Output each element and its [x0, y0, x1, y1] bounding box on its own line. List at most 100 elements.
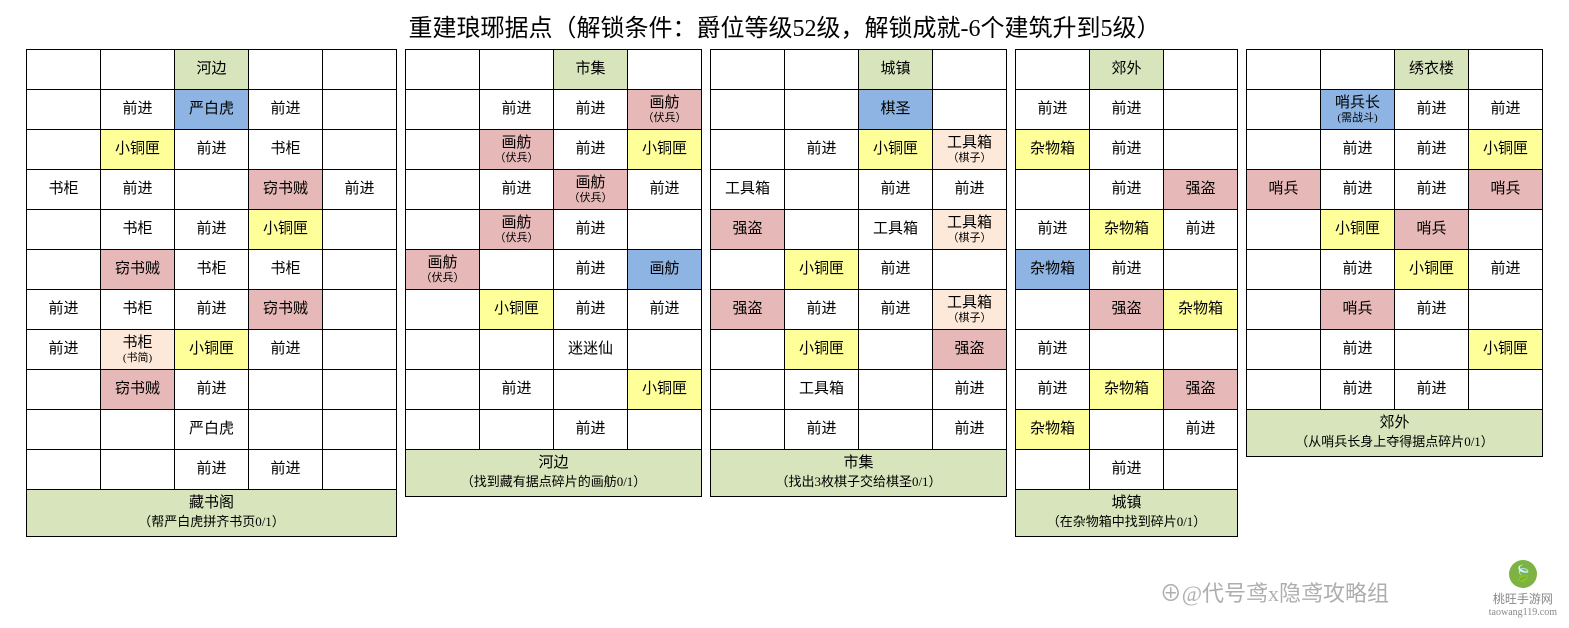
cell: 杂物箱	[1090, 210, 1164, 250]
cell: 前进	[323, 170, 397, 210]
cell	[1090, 330, 1164, 370]
cell: 画舫（伏兵）	[406, 250, 480, 290]
cell: 严白虎	[175, 410, 249, 450]
site-name: 桃旺手游网	[1489, 590, 1557, 607]
cell	[711, 330, 785, 370]
cell: 前进	[1090, 130, 1164, 170]
cell	[628, 410, 702, 450]
cell	[711, 130, 785, 170]
cell	[1247, 250, 1321, 290]
cell: 前进	[554, 210, 628, 250]
cell	[1469, 210, 1543, 250]
cell	[323, 250, 397, 290]
cell: 书柜	[249, 250, 323, 290]
cell: 前进	[933, 170, 1007, 210]
cell	[101, 50, 175, 90]
board-河边: 市集前进前进画舫（伏兵）画舫（伏兵）前进小铜匣前进画舫（伏兵）前进画舫（伏兵）前…	[405, 49, 702, 497]
cell: 前进	[249, 330, 323, 370]
cell: 前进	[1395, 130, 1469, 170]
grid: 市集前进前进画舫（伏兵）画舫（伏兵）前进小铜匣前进画舫（伏兵）前进画舫（伏兵）前…	[405, 49, 702, 450]
cell	[1164, 90, 1238, 130]
cell: 前进	[554, 90, 628, 130]
cell	[323, 370, 397, 410]
cell: 前进	[175, 210, 249, 250]
cell: 前进	[628, 170, 702, 210]
cell	[406, 290, 480, 330]
cell: 强盗	[933, 330, 1007, 370]
cell	[249, 50, 323, 90]
cell: 绣衣楼	[1395, 50, 1469, 90]
board-市集: 城镇棋圣前进小铜匣工具箱（棋子）工具箱前进前进强盗工具箱工具箱（棋子）小铜匣前进…	[710, 49, 1007, 497]
cell: 杂物箱	[1016, 250, 1090, 290]
cell: 画舫	[628, 250, 702, 290]
cell: 小铜匣	[859, 130, 933, 170]
cell: 前进	[859, 250, 933, 290]
cell: 哨兵	[1395, 210, 1469, 250]
cell	[1016, 290, 1090, 330]
cell: 严白虎	[175, 90, 249, 130]
cell	[711, 370, 785, 410]
cell: 强盗	[711, 210, 785, 250]
cell	[1164, 250, 1238, 290]
cell: 工具箱	[785, 370, 859, 410]
cell: 强盗	[1164, 370, 1238, 410]
cell	[406, 370, 480, 410]
cell	[785, 90, 859, 130]
cell-subtext: (书简)	[101, 352, 174, 364]
cell: 小铜匣	[249, 210, 323, 250]
cell	[27, 250, 101, 290]
cell: 前进	[1395, 90, 1469, 130]
cell: 前进	[1016, 370, 1090, 410]
cell	[628, 210, 702, 250]
cell: 小铜匣	[1469, 130, 1543, 170]
cell	[785, 50, 859, 90]
board-藏书阁: 河边前进严白虎前进小铜匣前进书柜书柜前进窃书贼前进书柜前进小铜匣窃书贼书柜书柜前…	[26, 49, 397, 537]
cell-subtext: (需战斗)	[1321, 112, 1394, 124]
board-footer: 市集（找出3枚棋子交给棋圣0/1）	[710, 450, 1007, 497]
cell-subtext: （伏兵）	[480, 152, 553, 164]
cell: 强盗	[711, 290, 785, 330]
cell: 前进	[933, 410, 1007, 450]
cell: 哨兵	[1469, 170, 1543, 210]
cell	[1247, 50, 1321, 90]
cell	[406, 170, 480, 210]
cell: 小铜匣	[1321, 210, 1395, 250]
grid: 城镇棋圣前进小铜匣工具箱（棋子）工具箱前进前进强盗工具箱工具箱（棋子）小铜匣前进…	[710, 49, 1007, 450]
page-title: 重建琅琊据点（解锁条件：爵位等级52级，解锁成就-6个建筑升到5级）	[8, 8, 1561, 43]
cell	[711, 250, 785, 290]
cell: 前进	[1321, 170, 1395, 210]
cell	[249, 370, 323, 410]
grid: 河边前进严白虎前进小铜匣前进书柜书柜前进窃书贼前进书柜前进小铜匣窃书贼书柜书柜前…	[26, 49, 397, 490]
cell: 郊外	[1090, 50, 1164, 90]
cell: 前进	[1321, 250, 1395, 290]
cell-subtext: （棋子）	[933, 312, 1006, 324]
cell: 前进	[1090, 250, 1164, 290]
cell: 小铜匣	[1395, 250, 1469, 290]
cell	[711, 410, 785, 450]
cell	[406, 90, 480, 130]
cell: 小铜匣	[1469, 330, 1543, 370]
cell: 工具箱	[859, 210, 933, 250]
cell: 前进	[554, 290, 628, 330]
boards-container: 河边前进严白虎前进小铜匣前进书柜书柜前进窃书贼前进书柜前进小铜匣窃书贼书柜书柜前…	[8, 49, 1561, 537]
cell: 小铜匣	[175, 330, 249, 370]
cell: 书柜	[249, 130, 323, 170]
cell-subtext: （伏兵）	[554, 192, 627, 204]
cell-text: 工具箱	[933, 295, 1006, 312]
cell	[933, 250, 1007, 290]
cell-text: 画舫	[480, 215, 553, 232]
cell: 工具箱	[711, 170, 785, 210]
cell	[406, 410, 480, 450]
cell: 哨兵长(需战斗)	[1321, 90, 1395, 130]
cell	[1016, 50, 1090, 90]
cell: 前进	[859, 290, 933, 330]
cell: 窃书贼	[101, 370, 175, 410]
cell-subtext: （棋子）	[933, 152, 1006, 164]
cell: 迷迷仙	[554, 330, 628, 370]
cell	[1395, 330, 1469, 370]
cell	[1164, 330, 1238, 370]
board-footer: 河边（找到藏有据点碎片的画舫0/1）	[405, 450, 702, 497]
cell	[480, 50, 554, 90]
cell: 工具箱（棋子）	[933, 130, 1007, 170]
cell	[323, 90, 397, 130]
